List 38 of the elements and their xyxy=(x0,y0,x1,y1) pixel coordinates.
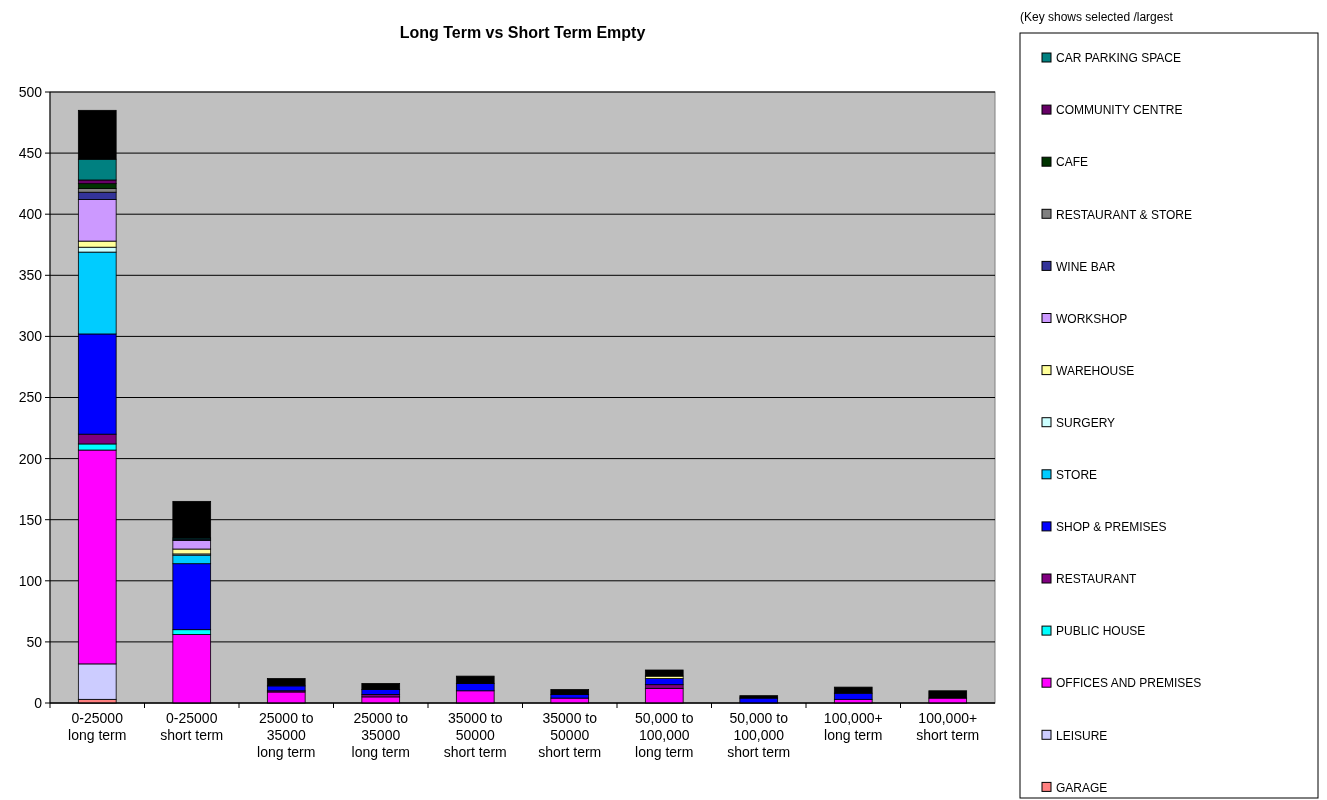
legend-label: WAREHOUSE xyxy=(1056,363,1135,378)
x-tick-label: 100,000+ long term xyxy=(823,710,883,743)
y-tick-label: 300 xyxy=(18,328,43,345)
y-tick-label: 500 xyxy=(18,83,43,100)
legend-label: SHOP & PREMISES xyxy=(1056,520,1167,535)
y-tick-label: 50 xyxy=(26,633,43,650)
legend-label: CAR PARKING SPACE xyxy=(1056,51,1181,66)
x-tick-label: 25000 to 35000 long term xyxy=(257,710,316,760)
y-tick-label: 100 xyxy=(18,572,43,589)
legend-label: OFFICES AND PREMISES xyxy=(1056,676,1202,691)
x-tick-label: 0-25000 long term xyxy=(68,710,127,743)
legend-label: RESTAURANT xyxy=(1056,572,1138,587)
chart-title: Long Term vs Short Term Empty xyxy=(399,24,646,41)
y-tick-label: 150 xyxy=(18,511,43,528)
x-tick-label: 35000 to 50000 short term xyxy=(443,710,507,760)
x-tick-label: 100,000+ short term xyxy=(916,710,980,743)
legend-label: WINE BAR xyxy=(1056,259,1116,274)
legend-label: PUBLIC HOUSE xyxy=(1056,624,1146,639)
y-tick-label: 350 xyxy=(18,267,43,284)
y-tick-label: 0 xyxy=(34,694,43,711)
legend-label: WORKSHOP xyxy=(1056,311,1128,326)
legend-label: COMMUNITY CENTRE xyxy=(1056,103,1183,118)
x-tick-label: 35000 to 50000 short term xyxy=(538,710,602,760)
y-tick-label: 450 xyxy=(18,145,43,161)
x-tick-label: 50,000 to 100,000 long term xyxy=(635,710,694,760)
legend-title: (Key shows selected /largest xyxy=(1020,10,1174,24)
legend-label: LEISURE xyxy=(1056,728,1108,743)
legend-label: SURGERY xyxy=(1056,415,1116,430)
y-tick-label: 200 xyxy=(18,450,43,467)
x-tick-label: 50,000 to 100,000 short term xyxy=(727,710,791,760)
x-tick-label: 25000 to 35000 long term xyxy=(351,710,410,760)
y-tick-label: 400 xyxy=(18,206,43,223)
legend-label: STORE xyxy=(1056,468,1098,482)
x-tick-label: 0-25000 short term xyxy=(160,710,224,743)
legend-label: RESTAURANT & STORE xyxy=(1056,207,1193,222)
legend-label: GARAGE xyxy=(1056,780,1108,795)
y-tick-label: 250 xyxy=(18,389,43,406)
legend-label: CAFE xyxy=(1056,155,1089,170)
